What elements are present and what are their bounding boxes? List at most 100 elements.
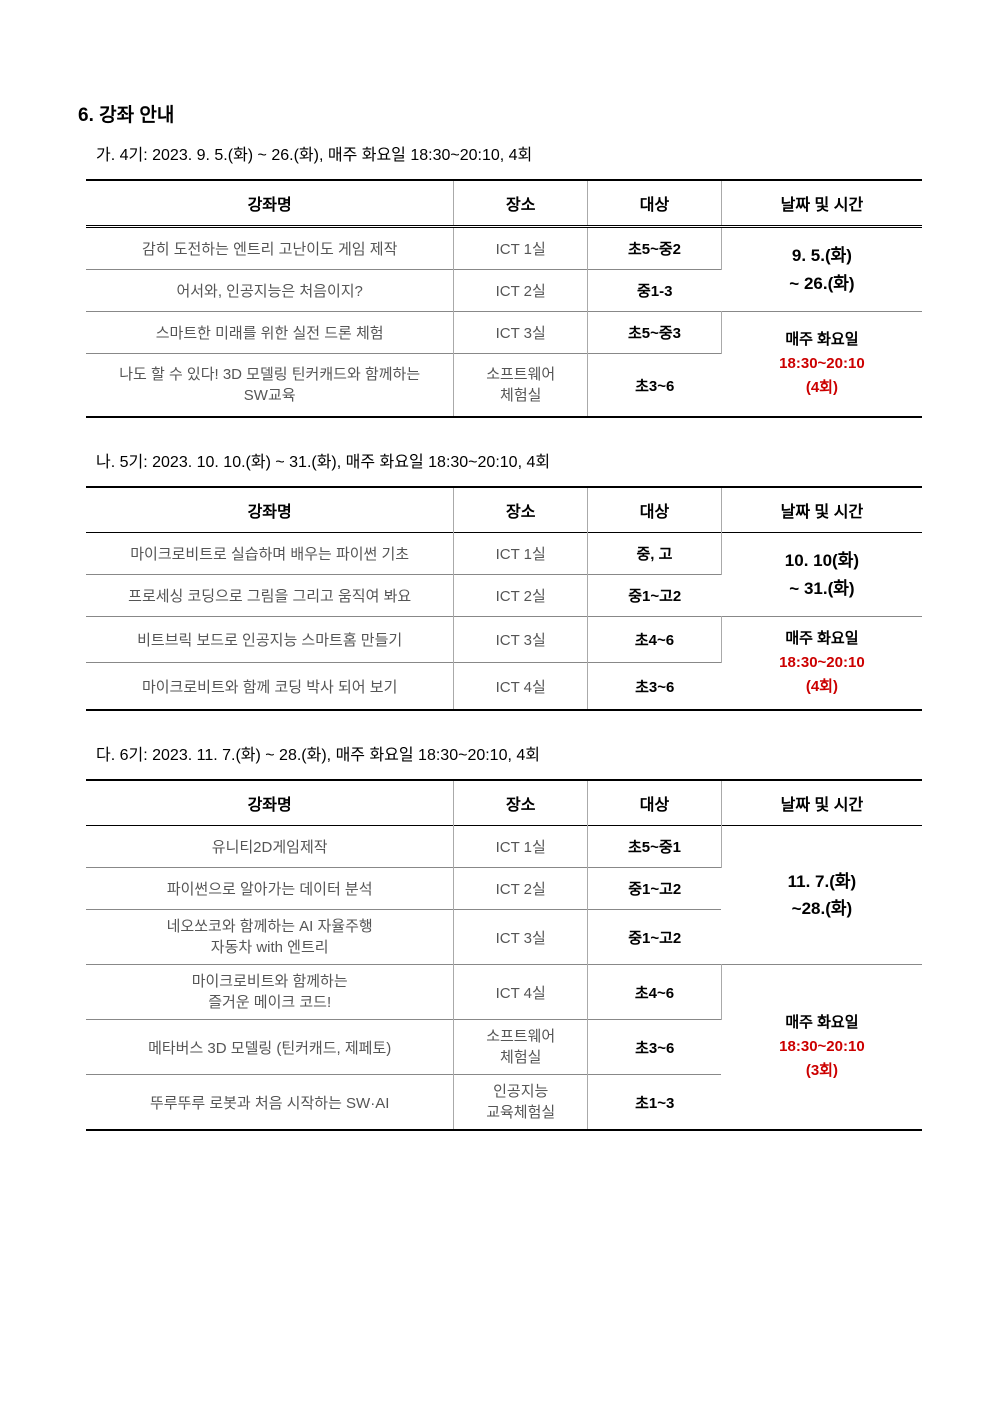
course-name: 프로세싱 코딩으로 그림을 그리고 움직여 봐요 xyxy=(86,575,454,617)
table-header-row: 강좌명 장소 대상 날짜 및 시간 xyxy=(86,780,922,826)
datetime-dates: 9. 5.(화) ~ 26.(화) xyxy=(721,227,922,312)
time: 18:30~20:10 xyxy=(728,352,916,376)
subsection-b-label: 나. 5기: 2023. 10. 10.(화) ~ 31.(화), 매주 화요일… xyxy=(96,448,914,472)
course-name-line1: 네오쏘코와 함께하는 AI 자율주행 xyxy=(167,918,373,935)
weekday: 매주 화요일 xyxy=(728,328,916,352)
course-name: 유니티2D게임제작 xyxy=(86,826,454,868)
table-b: 강좌명 장소 대상 날짜 및 시간 마이크로비트로 실습하며 배우는 파이썬 기… xyxy=(86,486,922,711)
course-place: ICT 3실 xyxy=(454,617,588,663)
place-line2: 체험실 xyxy=(500,387,541,404)
table-row: 비트브릭 보드로 인공지능 스마트홈 만들기 ICT 3실 초4~6 매주 화요… xyxy=(86,617,922,663)
course-place: ICT 2실 xyxy=(454,575,588,617)
count: (3회) xyxy=(728,1059,916,1083)
time: 18:30~20:10 xyxy=(728,651,916,675)
col-header-place: 장소 xyxy=(454,487,588,533)
time: 18:30~20:10 xyxy=(728,1035,916,1059)
course-place: ICT 2실 xyxy=(454,868,588,910)
course-name-line2: SW교육 xyxy=(244,387,296,404)
date-end: ~ 31.(화) xyxy=(728,575,916,602)
course-name: 스마트한 미래를 위한 실전 드론 체험 xyxy=(86,312,454,354)
table-row: 유니티2D게임제작 ICT 1실 초5~중1 11. 7.(화) ~28.(화) xyxy=(86,826,922,868)
course-name: 나도 할 수 있다! 3D 모델링 틴커캐드와 함께하는 SW교육 xyxy=(86,354,454,418)
course-place: ICT 3실 xyxy=(454,312,588,354)
datetime-dates: 11. 7.(화) ~28.(화) xyxy=(721,826,922,965)
course-target: 초5~중1 xyxy=(588,826,722,868)
course-place: ICT 1실 xyxy=(454,227,588,270)
course-target: 초4~6 xyxy=(588,965,722,1020)
course-name: 어서와, 인공지능은 처음이지? xyxy=(86,270,454,312)
col-header-target: 대상 xyxy=(588,180,722,227)
course-name: 마이크로비트와 함께하는 즐거운 메이크 코드! xyxy=(86,965,454,1020)
col-header-name: 강좌명 xyxy=(86,180,454,227)
course-name-line1: 마이크로비트와 함께하는 xyxy=(192,973,348,990)
datetime-details: 매주 화요일 18:30~20:10 (3회) xyxy=(721,965,922,1131)
col-header-place: 장소 xyxy=(454,180,588,227)
course-name: 뚜루뚜루 로봇과 처음 시작하는 SW·AI xyxy=(86,1075,454,1131)
table-header-row: 강좌명 장소 대상 날짜 및 시간 xyxy=(86,180,922,227)
date-start: 11. 7.(화) xyxy=(728,868,916,895)
course-target: 중1-3 xyxy=(588,270,722,312)
place-line1: 인공지능 xyxy=(493,1083,548,1100)
datetime-details: 매주 화요일 18:30~20:10 (4회) xyxy=(721,617,922,711)
course-target: 초1~3 xyxy=(588,1075,722,1131)
course-place: ICT 4실 xyxy=(454,965,588,1020)
datetime-dates: 10. 10(화) ~ 31.(화) xyxy=(721,533,922,617)
col-header-datetime: 날짜 및 시간 xyxy=(721,180,922,227)
course-name-line1: 나도 할 수 있다! 3D 모델링 틴커캐드와 함께하는 xyxy=(119,366,420,383)
place-line1: 소프트웨어 xyxy=(486,366,555,383)
course-name: 네오쏘코와 함께하는 AI 자율주행 자동차 with 엔트리 xyxy=(86,910,454,965)
col-header-name: 강좌명 xyxy=(86,487,454,533)
col-header-target: 대상 xyxy=(588,780,722,826)
place-line2: 체험실 xyxy=(500,1049,541,1066)
place-line2: 교육체험실 xyxy=(486,1104,555,1121)
date-start: 9. 5.(화) xyxy=(728,242,916,269)
course-place: ICT 4실 xyxy=(454,663,588,710)
course-place: 소프트웨어 체험실 xyxy=(454,1020,588,1075)
course-place: ICT 1실 xyxy=(454,533,588,575)
place-line1: 소프트웨어 xyxy=(486,1028,555,1045)
weekday: 매주 화요일 xyxy=(728,627,916,651)
date-end: ~ 26.(화) xyxy=(728,270,916,297)
course-target: 중1~고2 xyxy=(588,868,722,910)
course-name: 마이크로비트와 함께 코딩 박사 되어 보기 xyxy=(86,663,454,710)
course-target: 초3~6 xyxy=(588,1020,722,1075)
weekday: 매주 화요일 xyxy=(728,1011,916,1035)
count: (4회) xyxy=(728,675,916,699)
table-row: 감히 도전하는 엔트리 고난이도 게임 제작 ICT 1실 초5~중2 9. 5… xyxy=(86,227,922,270)
col-header-name: 강좌명 xyxy=(86,780,454,826)
col-header-target: 대상 xyxy=(588,487,722,533)
course-place: ICT 3실 xyxy=(454,910,588,965)
subsection-a-label: 가. 4기: 2023. 9. 5.(화) ~ 26.(화), 매주 화요일 1… xyxy=(96,141,914,165)
course-target: 초3~6 xyxy=(588,663,722,710)
course-target: 초5~중2 xyxy=(588,227,722,270)
course-target: 중1~고2 xyxy=(588,910,722,965)
date-start: 10. 10(화) xyxy=(728,547,916,574)
section-title: 6. 강좌 안내 xyxy=(78,100,914,127)
col-header-datetime: 날짜 및 시간 xyxy=(721,487,922,533)
col-header-place: 장소 xyxy=(454,780,588,826)
course-target: 초3~6 xyxy=(588,354,722,418)
course-name-line2: 즐거운 메이크 코드! xyxy=(208,994,331,1011)
count: (4회) xyxy=(728,376,916,400)
table-c: 강좌명 장소 대상 날짜 및 시간 유니티2D게임제작 ICT 1실 초5~중1… xyxy=(86,779,922,1131)
course-target: 초5~중3 xyxy=(588,312,722,354)
section-title-text: 강좌 안내 xyxy=(99,105,174,126)
table-row: 마이크로비트와 함께하는 즐거운 메이크 코드! ICT 4실 초4~6 매주 … xyxy=(86,965,922,1020)
course-target: 초4~6 xyxy=(588,617,722,663)
table-row: 스마트한 미래를 위한 실전 드론 체험 ICT 3실 초5~중3 매주 화요일… xyxy=(86,312,922,354)
subsection-c-label: 다. 6기: 2023. 11. 7.(화) ~ 28.(화), 매주 화요일 … xyxy=(96,741,914,765)
course-name: 마이크로비트로 실습하며 배우는 파이썬 기초 xyxy=(86,533,454,575)
course-place: ICT 1실 xyxy=(454,826,588,868)
course-place: ICT 2실 xyxy=(454,270,588,312)
table-a: 강좌명 장소 대상 날짜 및 시간 감히 도전하는 엔트리 고난이도 게임 제작… xyxy=(86,179,922,418)
date-end: ~28.(화) xyxy=(728,895,916,922)
table-row: 마이크로비트로 실습하며 배우는 파이썬 기초 ICT 1실 중, 고 10. … xyxy=(86,533,922,575)
course-name: 메타버스 3D 모델링 (틴커캐드, 제페토) xyxy=(86,1020,454,1075)
col-header-datetime: 날짜 및 시간 xyxy=(721,780,922,826)
course-place: 소프트웨어 체험실 xyxy=(454,354,588,418)
course-place: 인공지능 교육체험실 xyxy=(454,1075,588,1131)
section-number: 6. xyxy=(78,105,94,126)
course-name: 파이썬으로 알아가는 데이터 분석 xyxy=(86,868,454,910)
datetime-details: 매주 화요일 18:30~20:10 (4회) xyxy=(721,312,922,418)
table-header-row: 강좌명 장소 대상 날짜 및 시간 xyxy=(86,487,922,533)
